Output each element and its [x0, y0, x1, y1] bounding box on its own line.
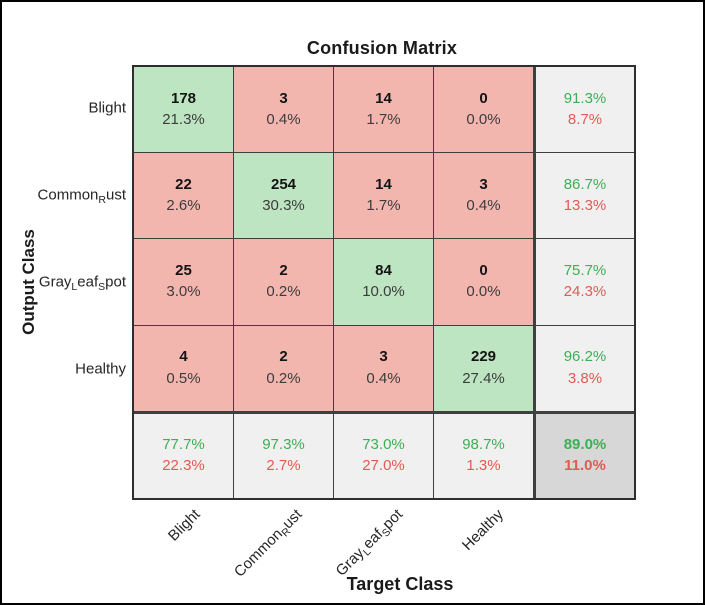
row-summary-cell: 75.7% 24.3%: [534, 239, 634, 326]
cell-count: 0: [479, 89, 488, 107]
col-summary-good: 97.3%: [262, 436, 305, 454]
cell-percent: 10.0%: [362, 283, 405, 301]
x-tick-label-healthy: Healthy: [459, 506, 508, 554]
row-summary-good: 86.7%: [563, 176, 607, 194]
matrix-cell: 25 3.0%: [134, 239, 234, 326]
matrix-cell: 84 10.0%: [334, 239, 434, 326]
col-summary-cell: 97.3% 2.7%: [234, 411, 334, 498]
row-summary-good: 75.7%: [563, 262, 607, 280]
matrix-cell: 0 0.0%: [434, 67, 534, 154]
row-summary-good: 96.2%: [563, 348, 607, 366]
cell-count: 14: [375, 176, 392, 194]
chart-title: Confusion Matrix: [306, 38, 458, 58]
cell-count: 254: [270, 176, 297, 194]
matrix-cell: 14 1.7%: [334, 153, 434, 240]
cell-count: 14: [375, 89, 392, 107]
cell-count: 3: [279, 89, 288, 107]
confusion-matrix-grid: 178 21.3% 3 0.4% 14 1.7% 0 0.0% 91.3% 8.…: [132, 65, 636, 500]
cell-count: 2: [279, 262, 288, 280]
cell-count: 3: [379, 348, 388, 366]
cell-count: 0: [479, 262, 488, 280]
matrix-cell: 3 0.4%: [334, 325, 434, 412]
matrix-cell: 4 0.5%: [134, 325, 234, 412]
y-tick-label-blight: Blight: [88, 99, 126, 117]
col-summary-good: 77.7%: [162, 436, 205, 454]
cell-percent: 3.0%: [166, 283, 201, 301]
cell-percent: 0.0%: [466, 111, 501, 129]
row-summary-bad: 24.3%: [563, 283, 607, 301]
cell-percent: 0.2%: [266, 283, 301, 301]
row-summary-bad: 13.3%: [563, 197, 607, 215]
matrix-cell: 22 2.6%: [134, 153, 234, 240]
col-summary-cell: 77.7% 22.3%: [134, 411, 234, 498]
cell-percent: 0.5%: [166, 369, 201, 387]
y-tick-label-gray-leaf-spot: GrayLeafSpot: [38, 273, 126, 294]
cell-percent: 1.7%: [366, 197, 401, 215]
cell-count: 3: [479, 176, 488, 194]
matrix-cell: 229 27.4%: [434, 325, 534, 412]
cell-count: 2: [279, 348, 288, 366]
matrix-cell: 2 0.2%: [234, 239, 334, 326]
cell-percent: 0.2%: [266, 369, 301, 387]
row-summary-cell: 96.2% 3.8%: [534, 325, 634, 412]
cell-percent: 27.4%: [462, 369, 505, 387]
cell-percent: 0.0%: [466, 283, 501, 301]
cell-percent: 0.4%: [366, 369, 401, 387]
row-summary-cell: 86.7% 13.3%: [534, 153, 634, 240]
row-summary-bad: 3.8%: [567, 369, 603, 387]
cell-count: 229: [470, 348, 497, 366]
matrix-cell: 14 1.7%: [334, 67, 434, 154]
overall-accuracy: 89.0%: [563, 436, 607, 454]
col-summary-good: 73.0%: [362, 436, 405, 454]
matrix-cell: 0 0.0%: [434, 239, 534, 326]
matrix-cell: 3 0.4%: [434, 153, 534, 240]
overall-error: 11.0%: [564, 457, 606, 475]
col-summary-bad: 22.3%: [162, 457, 205, 475]
cell-percent: 2.6%: [166, 197, 201, 215]
col-summary-bad: 1.3%: [466, 457, 501, 475]
x-tick-label-gray-leaf-spot: GrayLeafSpot: [332, 506, 407, 580]
cell-count: 22: [175, 176, 192, 194]
cell-percent: 30.3%: [262, 197, 305, 215]
matrix-cell: 3 0.4%: [234, 67, 334, 154]
overall-accuracy-cell: 89.0% 11.0%: [534, 411, 634, 498]
cell-percent: 1.7%: [366, 111, 401, 129]
matrix-cell: 254 30.3%: [234, 153, 334, 240]
x-tick-label-blight: Blight: [165, 506, 205, 545]
cell-percent: 21.3%: [162, 111, 205, 129]
x-tick-label-common-rust: CommonRust: [230, 506, 306, 581]
col-summary-cell: 98.7% 1.3%: [434, 411, 534, 498]
cell-count: 84: [375, 262, 392, 280]
cell-count: 25: [175, 262, 192, 280]
col-summary-cell: 73.0% 27.0%: [334, 411, 434, 498]
x-axis-label: Target Class: [346, 574, 454, 594]
y-tick-label-common-rust: CommonRust: [37, 186, 126, 207]
cell-count: 4: [179, 348, 188, 366]
row-summary-cell: 91.3% 8.7%: [534, 67, 634, 154]
row-summary-good: 91.3%: [563, 89, 607, 107]
matrix-cell: 2 0.2%: [234, 325, 334, 412]
matrix-cell: 178 21.3%: [134, 67, 234, 154]
cell-percent: 0.4%: [466, 197, 501, 215]
col-summary-good: 98.7%: [462, 436, 505, 454]
cell-count: 178: [170, 89, 197, 107]
y-tick-label-healthy: Healthy: [75, 360, 126, 378]
cell-percent: 0.4%: [266, 111, 301, 129]
row-summary-bad: 8.7%: [567, 111, 603, 129]
col-summary-bad: 27.0%: [362, 457, 405, 475]
col-summary-bad: 2.7%: [266, 457, 301, 475]
